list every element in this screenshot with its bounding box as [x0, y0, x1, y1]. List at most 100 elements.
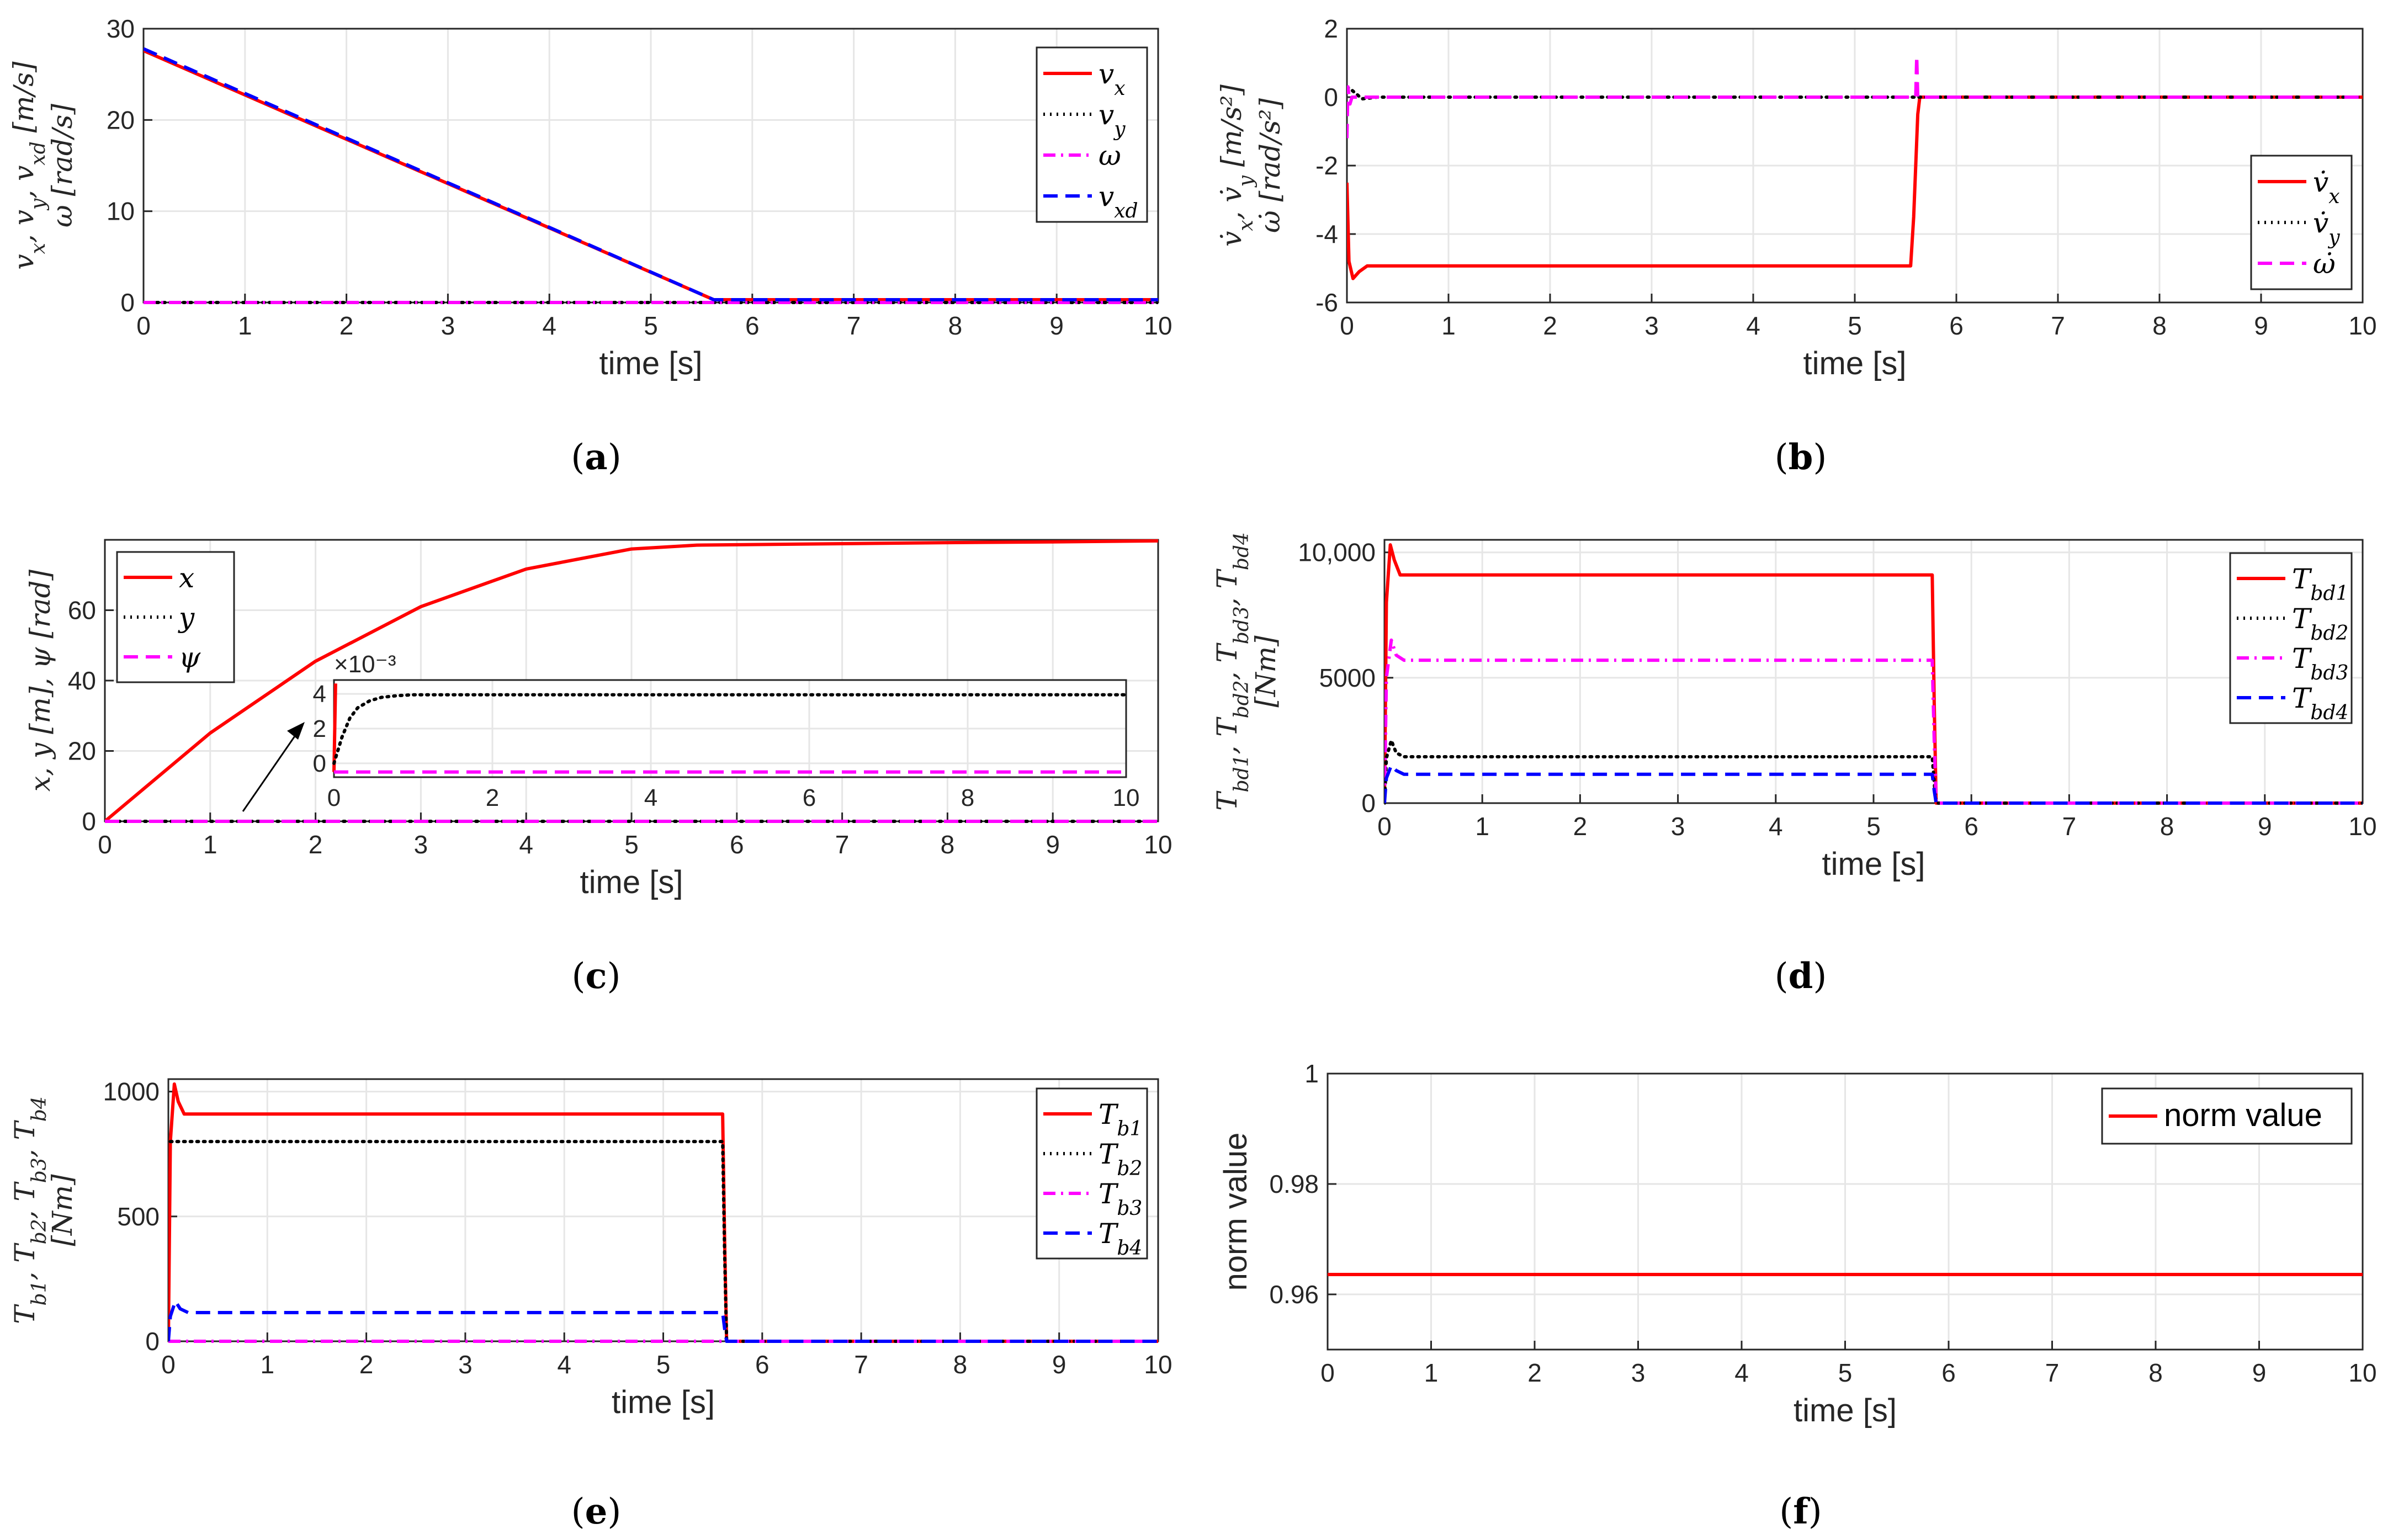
- x-tick-label: 9: [2254, 311, 2268, 340]
- series-line-x: [105, 539, 1158, 823]
- x-tick-label: 10: [1144, 830, 1172, 859]
- legend-label: Tb4: [1099, 1218, 1142, 1260]
- x-tick-label: 2: [1573, 812, 1588, 841]
- x-tick-label: 10: [1144, 1350, 1172, 1379]
- inset-y-tick-label: 0: [313, 750, 326, 777]
- y-tick-label: 0.98: [1269, 1170, 1319, 1198]
- x-tick-label: 5: [624, 830, 639, 859]
- legend: xyψ: [116, 551, 235, 683]
- x-tick-label: 0: [161, 1350, 176, 1379]
- y-tick-label: 0: [82, 807, 96, 836]
- inset-series-line-y: [332, 693, 1128, 765]
- x-tick-label: 1: [261, 1350, 275, 1379]
- x-tick-label: 2: [339, 311, 354, 340]
- legend: norm value: [2101, 1087, 2353, 1145]
- inset-x-tick-label: 0: [327, 784, 341, 811]
- legend-label: Tb2: [1099, 1138, 1142, 1180]
- x-tick-label: 9: [2258, 812, 2272, 841]
- inset-y-tick-label: 2: [313, 715, 326, 742]
- x-tick-label: 7: [847, 311, 861, 340]
- inset-x-tick-label: 4: [644, 784, 657, 811]
- legend-box: [2229, 552, 2353, 724]
- y-tick-label: 1000: [103, 1077, 160, 1106]
- x-tick-label: 0: [136, 311, 151, 340]
- inset-x-tick-label: 6: [803, 784, 816, 811]
- x-tick-label: 3: [1631, 1358, 1646, 1387]
- y-tick-label: 0: [145, 1327, 160, 1356]
- legend-box: [116, 551, 235, 683]
- x-tick-label: 10: [1144, 311, 1172, 340]
- x-axis-label: time [s]: [612, 1384, 715, 1420]
- y-tick-label: 20: [107, 105, 135, 134]
- x-axis-label: time [s]: [1803, 346, 1907, 381]
- y-tick-label: 0.96: [1269, 1280, 1319, 1309]
- inset-x-tick-label: 10: [1113, 784, 1140, 811]
- legend-label: y: [178, 602, 195, 634]
- y-tick-label: 0: [1361, 789, 1376, 817]
- y-tick-label: 60: [68, 596, 96, 625]
- x-tick-label: 2: [359, 1350, 374, 1379]
- chart-f: 0 1 2 3 4 5 6 7 8 9 10 0.96 0.98 1 time [s] norm value n…: [1218, 1059, 2377, 1532]
- chart-b: 0 1 2 3 4 5 6 7 8 9 10 -6 -4 -2 0 2 time [s] v̇x, v̇y [m/…: [1216, 14, 2377, 478]
- chart-e: 0 1 2 3 4 5 6 7 8 9 10 0 500 1000 time [s] Tb1, Tb2, Tb…: [9, 1077, 1172, 1532]
- legend-label: norm value: [2164, 1097, 2322, 1133]
- y-axis-label: ω̇ [rad/s²]: [1254, 98, 1286, 233]
- inset-chart: 0 2 4 6 8 10 0 2 4 ×10⁻³: [242, 651, 1140, 812]
- y-axis-label: v̇x, v̇y [m/s²]: [1216, 84, 1257, 247]
- inset-x-tick-label: 2: [486, 784, 499, 811]
- x-tick-label: 6: [1941, 1358, 1956, 1387]
- x-tick-label: 5: [1838, 1358, 1853, 1387]
- x-tick-label: 8: [2160, 812, 2174, 841]
- x-tick-label: 5: [656, 1350, 671, 1379]
- inset-scale-label: ×10⁻³: [334, 651, 396, 678]
- series-line-t-bd3: [1384, 638, 2363, 805]
- legend-box: [1036, 46, 1148, 223]
- series-line-t-bd1: [1384, 543, 2363, 805]
- series-line-v-xd: [144, 47, 1158, 301]
- x-tick-label: 5: [1848, 311, 1862, 340]
- inset-pointer-arrowhead: [287, 722, 305, 740]
- x-tick-label: 9: [1049, 311, 1064, 340]
- x-tick-label: 2: [1543, 311, 1557, 340]
- x-tick-label: 3: [441, 311, 455, 340]
- y-axis-label: Tb1, Tb2, Tb3, Tb4: [9, 1096, 51, 1324]
- legend-label: vx: [1099, 58, 1126, 100]
- series-line-t-b4: [168, 1299, 1158, 1343]
- x-tick-label: 6: [1964, 812, 1978, 841]
- x-tick-label: 10: [2348, 1358, 2376, 1387]
- y-tick-label: 500: [117, 1202, 160, 1231]
- x-tick-label: 8: [953, 1350, 968, 1379]
- y-axis-label: x, y [m], ψ [rad]: [24, 569, 56, 792]
- chart-a: 0 1 2 3 4 5 6 7 8 9 10 0 10 20 30 time [s] vx, vy, vxd […: [8, 14, 1172, 478]
- chart-caption: (e): [571, 1491, 622, 1532]
- x-tick-label: 4: [542, 311, 556, 340]
- x-tick-label: 1: [1424, 1358, 1439, 1387]
- x-tick-label: 10: [2348, 311, 2376, 340]
- y-axis-label: Tbd1, Tbd2, Tbd3, Tbd4: [1211, 532, 1253, 811]
- x-tick-label: 4: [557, 1350, 571, 1379]
- x-tick-label: 1: [1441, 311, 1456, 340]
- series-line-v-x: [1347, 95, 2363, 280]
- legend-label: vy: [1099, 99, 1126, 141]
- y-tick-label: 40: [68, 666, 96, 695]
- inset-pointer-line: [242, 731, 299, 812]
- x-tick-label: 3: [458, 1350, 473, 1379]
- y-tick-label: 10: [107, 197, 135, 226]
- series-line-t-bd2: [1384, 739, 2363, 805]
- x-tick-label: 1: [238, 311, 252, 340]
- y-axis-label: [Nm]: [1250, 635, 1282, 708]
- legend-label: Tb3: [1099, 1178, 1142, 1220]
- y-tick-label: 5000: [1319, 663, 1376, 692]
- x-tick-label: 4: [1746, 311, 1760, 340]
- inset-y-tick-label: 4: [313, 681, 326, 708]
- legend-label: v̇y: [2313, 207, 2340, 249]
- x-tick-label: 9: [1046, 830, 1060, 859]
- inset-series-line-x: [332, 683, 337, 772]
- legend-label: x: [179, 562, 194, 594]
- inset-x-tick-label: 8: [961, 784, 974, 811]
- legend-label: Tb1: [1099, 1098, 1142, 1140]
- x-tick-label: 8: [948, 311, 963, 340]
